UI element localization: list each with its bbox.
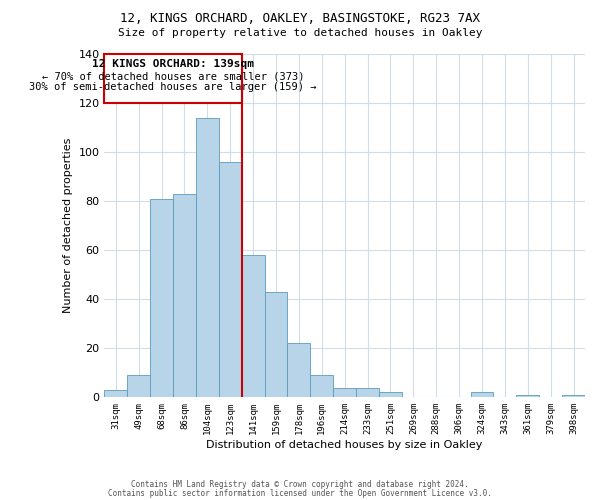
Text: Size of property relative to detached houses in Oakley: Size of property relative to detached ho… — [118, 28, 482, 38]
Bar — [356, 388, 379, 398]
Text: Contains HM Land Registry data © Crown copyright and database right 2024.: Contains HM Land Registry data © Crown c… — [131, 480, 469, 489]
Bar — [287, 344, 310, 398]
Bar — [219, 162, 242, 398]
Bar — [517, 395, 539, 398]
Bar — [562, 395, 585, 398]
Bar — [150, 198, 173, 398]
Y-axis label: Number of detached properties: Number of detached properties — [63, 138, 73, 314]
Bar — [333, 388, 356, 398]
Bar — [379, 392, 402, 398]
Text: Contains public sector information licensed under the Open Government Licence v3: Contains public sector information licen… — [108, 488, 492, 498]
Bar — [104, 390, 127, 398]
Text: ← 70% of detached houses are smaller (373): ← 70% of detached houses are smaller (37… — [42, 71, 304, 81]
X-axis label: Distribution of detached houses by size in Oakley: Distribution of detached houses by size … — [206, 440, 483, 450]
Bar — [173, 194, 196, 398]
Bar — [242, 255, 265, 398]
Bar — [127, 376, 150, 398]
FancyBboxPatch shape — [104, 54, 242, 103]
Bar — [310, 376, 333, 398]
Bar — [196, 118, 219, 398]
Bar — [265, 292, 287, 398]
Text: 12 KINGS ORCHARD: 139sqm: 12 KINGS ORCHARD: 139sqm — [92, 59, 254, 69]
Text: 30% of semi-detached houses are larger (159) →: 30% of semi-detached houses are larger (… — [29, 82, 317, 92]
Bar — [470, 392, 493, 398]
Text: 12, KINGS ORCHARD, OAKLEY, BASINGSTOKE, RG23 7AX: 12, KINGS ORCHARD, OAKLEY, BASINGSTOKE, … — [120, 12, 480, 26]
